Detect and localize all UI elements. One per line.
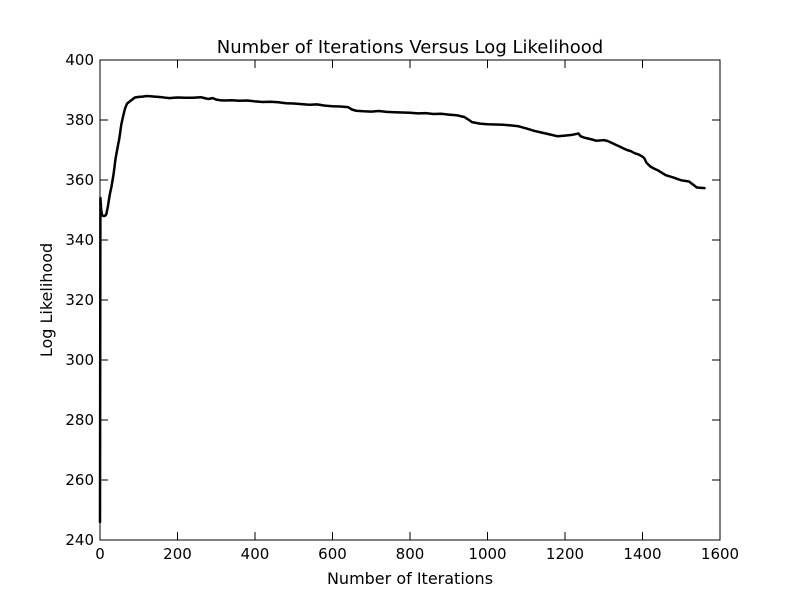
x-axis-label: Number of Iterations (327, 569, 493, 588)
y-tick-label: 380 (65, 111, 94, 129)
x-tick-label: 800 (396, 545, 425, 563)
series-line (98, 94, 706, 524)
y-axis-label: Log Likelihood (37, 243, 56, 357)
y-tick-label: 320 (65, 291, 94, 309)
plot-frame (99, 59, 721, 541)
plot-background (100, 60, 720, 540)
y-tick-label: 360 (65, 171, 94, 189)
chart-title: Number of Iterations Versus Log Likeliho… (217, 37, 603, 58)
y-tick-label: 240 (65, 531, 94, 549)
y-tick-label: 260 (65, 471, 94, 489)
x-tick-label: 200 (163, 545, 192, 563)
y-tick-label: 280 (65, 411, 94, 429)
x-tick-label: 1400 (623, 545, 661, 563)
y-tick-label: 300 (65, 351, 94, 369)
x-tick-label: 1600 (701, 545, 739, 563)
x-tick-label: 600 (318, 545, 347, 563)
x-tick-label: 1000 (468, 545, 506, 563)
x-tick-label: 400 (241, 545, 270, 563)
x-tick-label: 0 (95, 545, 105, 563)
y-tick-label: 400 (65, 51, 94, 69)
series-layer (98, 94, 706, 524)
x-tick-label: 1200 (546, 545, 584, 563)
ticks-layer: 0 200 400 600 800 1000 1200 1400 1600 240 260 280 30… (65, 51, 739, 563)
y-tick-label: 340 (65, 231, 94, 249)
